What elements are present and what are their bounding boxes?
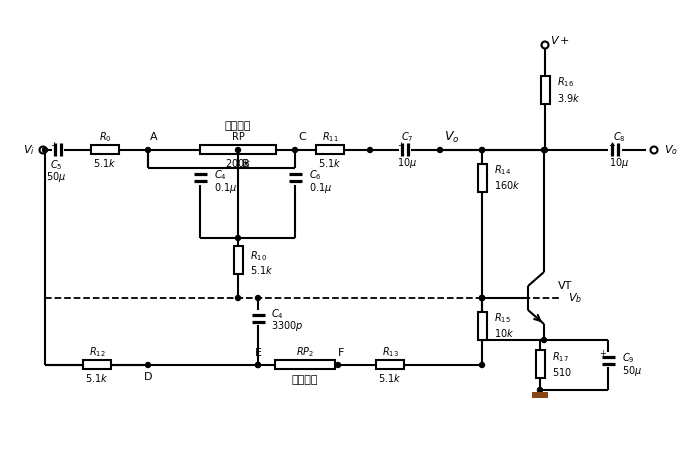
Circle shape: [235, 148, 241, 153]
Text: $10k$: $10k$: [494, 327, 514, 339]
Text: VT: VT: [558, 281, 573, 291]
Text: C: C: [298, 132, 306, 142]
Text: $5.1k$: $5.1k$: [318, 157, 342, 169]
Text: +: +: [600, 349, 607, 359]
Text: $V_i$: $V_i$: [23, 143, 35, 157]
Text: $C_7$: $C_7$: [401, 130, 413, 144]
Text: $5.1k$: $5.1k$: [86, 372, 109, 384]
Text: F: F: [338, 348, 344, 358]
Text: 低音调节: 低音调节: [225, 121, 251, 131]
Text: $C_8$: $C_8$: [613, 130, 625, 144]
Text: $5.1k$: $5.1k$: [93, 157, 117, 169]
Text: $C_9$: $C_9$: [622, 351, 635, 365]
Bar: [83, 361, 111, 370]
Circle shape: [538, 388, 542, 392]
Circle shape: [255, 296, 261, 301]
Text: $R_{14}$: $R_{14}$: [494, 163, 511, 177]
Text: $200k$: $200k$: [225, 157, 251, 169]
Text: $50\mu$: $50\mu$: [46, 170, 66, 184]
Text: $C_4$: $C_4$: [271, 307, 284, 321]
Text: +: +: [50, 142, 57, 150]
Circle shape: [542, 337, 546, 343]
Bar: [535, 350, 544, 378]
Text: $5.1k$: $5.1k$: [378, 372, 402, 384]
Circle shape: [480, 296, 484, 301]
Text: $R_{12}$: $R_{12}$: [89, 345, 106, 359]
Bar: [200, 146, 276, 154]
Bar: [275, 361, 335, 370]
Text: $V_b$: $V_b$: [568, 291, 582, 305]
Circle shape: [542, 148, 547, 153]
Text: $510$: $510$: [552, 366, 572, 378]
Text: $RP_2$: $RP_2$: [296, 345, 314, 359]
Bar: [233, 246, 242, 274]
Text: $V+$: $V+$: [550, 34, 570, 46]
Text: RP: RP: [232, 132, 244, 142]
Circle shape: [235, 296, 241, 301]
Bar: [316, 146, 344, 154]
Circle shape: [437, 148, 442, 153]
Circle shape: [368, 148, 373, 153]
Text: $R_0$: $R_0$: [99, 130, 111, 144]
Circle shape: [255, 362, 261, 367]
Bar: [540, 76, 549, 104]
Circle shape: [146, 362, 150, 367]
Bar: [91, 146, 119, 154]
Text: $160k$: $160k$: [494, 179, 520, 191]
Bar: [376, 361, 404, 370]
Circle shape: [255, 362, 261, 367]
Text: $R_{13}$: $R_{13}$: [382, 345, 398, 359]
Text: $V_o$: $V_o$: [444, 130, 460, 145]
Text: D: D: [144, 372, 152, 382]
Circle shape: [480, 296, 484, 301]
Text: $10\mu$: $10\mu$: [397, 156, 417, 170]
Circle shape: [293, 148, 297, 153]
Text: $C_5$: $C_5$: [50, 158, 62, 172]
Text: $C_6$: $C_6$: [309, 168, 322, 182]
Text: $3300p$: $3300p$: [271, 319, 304, 333]
Text: $3.9k$: $3.9k$: [557, 92, 580, 104]
Text: $R_{10}$: $R_{10}$: [250, 249, 267, 263]
Text: $R_{11}$: $R_{11}$: [322, 130, 338, 144]
Circle shape: [43, 148, 48, 153]
Text: $0.1\mu$: $0.1\mu$: [214, 181, 237, 195]
Text: $5.1k$: $5.1k$: [250, 264, 273, 276]
Text: A: A: [150, 132, 157, 142]
Text: +: +: [397, 142, 404, 150]
Text: +: +: [609, 142, 615, 150]
Circle shape: [335, 362, 340, 367]
Circle shape: [542, 148, 546, 153]
Text: $0.1\mu$: $0.1\mu$: [309, 181, 333, 195]
Circle shape: [146, 148, 150, 153]
Text: B: B: [242, 159, 250, 169]
Circle shape: [480, 296, 484, 301]
Text: $R_{16}$: $R_{16}$: [557, 75, 574, 89]
Bar: [532, 392, 548, 398]
Text: $C_4$: $C_4$: [214, 168, 227, 182]
Text: E: E: [255, 348, 262, 358]
Circle shape: [480, 362, 484, 367]
Circle shape: [480, 148, 484, 153]
Bar: [477, 312, 486, 340]
Text: $V_o$: $V_o$: [664, 143, 678, 157]
Circle shape: [235, 236, 241, 241]
Text: $R_{17}$: $R_{17}$: [552, 350, 569, 364]
Circle shape: [480, 148, 484, 153]
Text: $R_{15}$: $R_{15}$: [494, 311, 511, 325]
Text: 高音调节: 高音调节: [292, 375, 318, 385]
Text: $10\mu$: $10\mu$: [609, 156, 629, 170]
Bar: [477, 164, 486, 192]
Text: $50\mu$: $50\mu$: [622, 364, 642, 378]
